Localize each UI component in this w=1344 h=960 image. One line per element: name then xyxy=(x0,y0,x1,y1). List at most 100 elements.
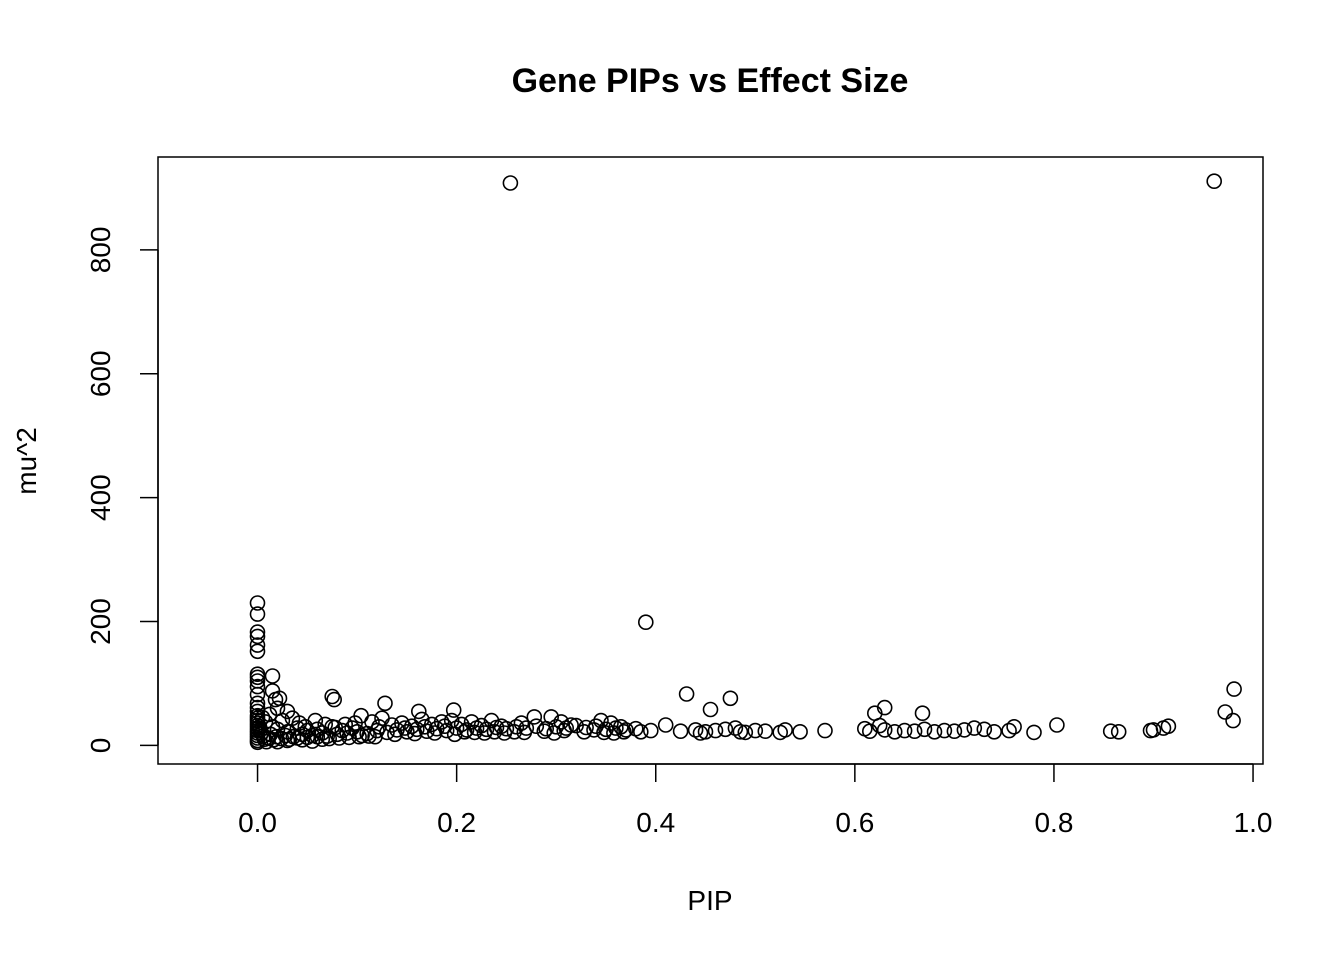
data-point xyxy=(732,723,749,740)
data-point xyxy=(876,722,893,738)
data-point xyxy=(1006,718,1022,735)
y-tick-label: 800 xyxy=(85,227,116,274)
data-point xyxy=(1102,723,1119,740)
data-point xyxy=(606,725,622,741)
data-point xyxy=(279,723,296,740)
data-point xyxy=(707,722,724,739)
data-point xyxy=(321,730,338,747)
data-point xyxy=(817,722,833,739)
data-point xyxy=(1225,712,1241,729)
data-point xyxy=(371,718,387,735)
data-point xyxy=(926,723,943,740)
data-point xyxy=(536,723,553,740)
data-point xyxy=(1145,722,1162,738)
data-point xyxy=(678,686,695,702)
data-point xyxy=(410,703,427,720)
x-tick-label: 0.4 xyxy=(636,807,675,838)
data-point xyxy=(249,606,266,622)
data-point xyxy=(466,724,483,741)
data-point xyxy=(433,714,450,730)
data-point xyxy=(586,722,602,738)
data-point xyxy=(324,718,341,735)
y-tick-label: 0 xyxy=(85,738,116,754)
data-point xyxy=(299,722,316,739)
data-point xyxy=(596,724,612,741)
data-point xyxy=(367,728,383,745)
data-point xyxy=(576,723,592,740)
data-point xyxy=(886,723,903,740)
data-point xyxy=(326,691,343,708)
data-point xyxy=(307,712,324,729)
data-point xyxy=(1001,722,1017,739)
x-axis: 0.0 0.2 0.4 0.6 0.8 1.0 xyxy=(238,763,1273,838)
data-point xyxy=(1217,704,1233,720)
data-point xyxy=(476,725,493,741)
data-point xyxy=(446,726,463,743)
data-point xyxy=(249,628,266,645)
data-point xyxy=(657,717,674,733)
data-point xyxy=(896,722,913,739)
data-point xyxy=(436,718,453,735)
y-tick-label: 200 xyxy=(85,598,116,645)
chart-title: Gene PIPs vs Effect Size xyxy=(512,62,909,100)
data-point xyxy=(616,723,632,740)
data-point xyxy=(331,730,348,746)
data-point xyxy=(279,732,296,749)
data-point xyxy=(324,688,341,705)
plot-area-frame xyxy=(157,156,1264,765)
data-point xyxy=(1206,173,1222,189)
x-tick-label: 0.8 xyxy=(1034,807,1073,838)
data-point xyxy=(317,716,334,733)
data-point xyxy=(871,717,888,734)
data-point xyxy=(502,175,519,191)
data-point xyxy=(269,721,286,738)
data-point xyxy=(249,643,266,660)
data-point xyxy=(413,711,430,728)
data-point xyxy=(264,668,281,684)
data-point xyxy=(976,721,993,738)
data-point xyxy=(249,595,266,611)
data-point xyxy=(757,723,774,740)
data-point xyxy=(637,614,654,631)
data-point xyxy=(946,723,963,740)
data-point xyxy=(722,690,739,707)
data-point xyxy=(1110,723,1127,740)
x-tick-label: 0.2 xyxy=(437,807,476,838)
data-point xyxy=(906,723,923,740)
y-axis-label: mu^2 xyxy=(11,427,42,495)
data-point xyxy=(553,714,570,730)
data-point xyxy=(304,733,321,749)
x-tick-label: 0.0 xyxy=(238,807,277,838)
data-point xyxy=(314,731,331,748)
data-point xyxy=(341,729,357,746)
data-point xyxy=(966,720,983,736)
data-point xyxy=(249,695,266,712)
x-axis-label: PIP xyxy=(687,885,732,916)
data-point xyxy=(632,723,649,740)
data-point xyxy=(506,723,523,740)
data-point xyxy=(261,706,278,723)
data-point xyxy=(423,716,440,733)
data-point xyxy=(1226,681,1242,697)
data-point xyxy=(526,709,543,725)
data-point xyxy=(717,721,734,738)
data-point xyxy=(496,725,513,741)
data-point xyxy=(1160,718,1177,735)
data-point xyxy=(249,669,266,686)
y-tick-label: 600 xyxy=(85,350,116,397)
data-point xyxy=(486,723,503,740)
data-point xyxy=(445,702,462,718)
data-point xyxy=(956,722,973,738)
data-point xyxy=(747,722,764,739)
data-point xyxy=(986,723,1003,740)
data-point xyxy=(528,718,545,735)
data-point xyxy=(642,722,659,739)
data-point xyxy=(249,637,266,653)
y-axis: 0 200 400 600 800 xyxy=(85,227,159,754)
data-point xyxy=(294,731,311,748)
data-point xyxy=(546,725,563,741)
data-point xyxy=(377,695,393,712)
data-point xyxy=(727,720,744,736)
data-point xyxy=(249,699,266,716)
data-point xyxy=(249,686,266,703)
